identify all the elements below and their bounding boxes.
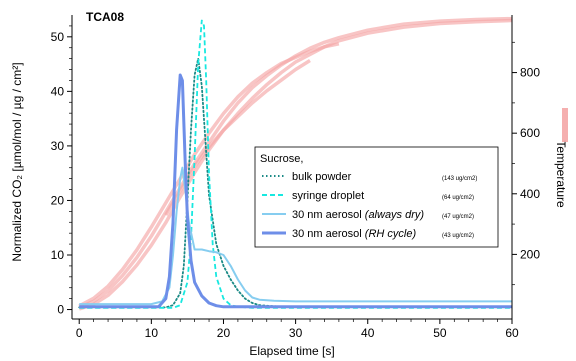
temperature-trace-3 — [78, 42, 340, 308]
legend: Sucrose, bulk powder (143 ug/cm2) syringe … — [254, 146, 499, 248]
x-tick-label: 0 — [76, 326, 83, 340]
y2-tick-label: 400 — [520, 187, 540, 201]
y2-axis-title: Temperature — [554, 140, 568, 208]
x-tick-label: 50 — [433, 326, 447, 340]
legend-note-4: (43 ug/cm2) — [442, 233, 474, 239]
temperature-trace-2 — [78, 18, 512, 311]
y-tick-label: 0 — [57, 303, 64, 317]
y2-axis-title-swatch — [562, 108, 568, 142]
y-tick-label: 10 — [51, 248, 65, 262]
x-tick-label: 40 — [361, 326, 375, 340]
x-tick-label: 10 — [145, 326, 159, 340]
legend-note-1: (143 ug/cm2) — [442, 176, 477, 182]
y-tick-label: 20 — [51, 193, 65, 207]
y2-tick-label: 600 — [520, 126, 540, 140]
y-tick-label: 30 — [51, 139, 65, 153]
legend-box — [254, 146, 499, 248]
x-tick-label: 60 — [505, 326, 519, 340]
y-tick-label: 50 — [51, 30, 65, 44]
legend-label-1: bulk powder — [292, 171, 352, 183]
legend-label-4: 30 nm aerosol (RH cycle) — [292, 228, 416, 240]
legend-label-3: 30 nm aerosol (always dry) — [292, 209, 424, 221]
y-axis-title: Normalized CO₂ [µmol/mol / µg / cm²] — [10, 62, 24, 261]
panel-tag: TCA08 — [86, 10, 124, 24]
x-tick-label: 20 — [217, 326, 231, 340]
x-tick-label: 30 — [289, 326, 303, 340]
temperature-trace-4 — [164, 59, 311, 216]
series-line-3 — [79, 166, 512, 306]
y-tick-label: 40 — [51, 84, 65, 98]
y2-tick-label: 800 — [520, 66, 540, 80]
legend-label-2: syringe droplet — [292, 190, 364, 202]
co2-series — [78, 19, 512, 309]
temperature-trace-1 — [78, 16, 512, 310]
legend-note-2: (64 ug/cm2) — [442, 195, 474, 201]
temperature-traces — [78, 16, 512, 311]
y2-tick-label: 200 — [520, 247, 540, 261]
legend-title: Sucrose, — [260, 153, 303, 165]
legend-note-3: (47 ug/cm2) — [442, 214, 474, 220]
series-line-4 — [79, 73, 512, 309]
x-axis-title: Elapsed time [s] — [249, 344, 334, 358]
